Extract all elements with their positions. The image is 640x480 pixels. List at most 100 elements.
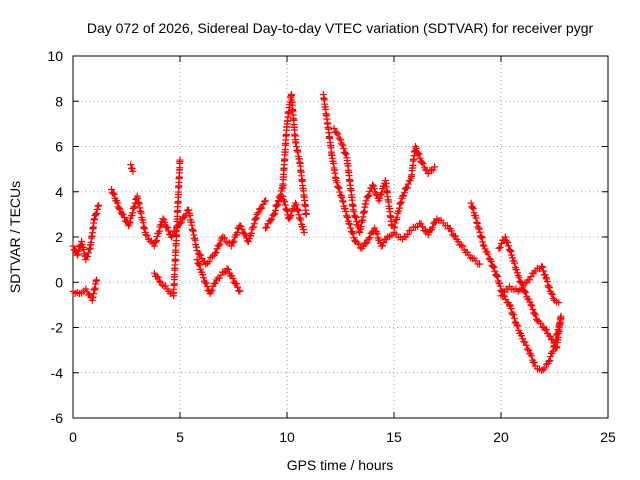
data-point	[235, 287, 243, 295]
data-point	[287, 212, 295, 220]
data-point	[115, 204, 123, 212]
data-point	[545, 357, 553, 365]
data-point	[300, 228, 308, 236]
data-point	[376, 194, 384, 202]
data-point	[415, 150, 423, 158]
data-point	[342, 150, 350, 158]
data-point	[528, 302, 536, 310]
data-point	[549, 347, 557, 355]
data-point	[154, 273, 162, 281]
data-point	[543, 277, 551, 285]
data-point	[506, 246, 514, 254]
data-point	[158, 281, 166, 289]
data-point	[537, 319, 545, 327]
data-point	[129, 167, 137, 175]
data-point	[351, 213, 359, 221]
data-point	[541, 364, 549, 372]
data-point	[95, 201, 103, 209]
data-point	[93, 205, 101, 213]
data-point	[397, 199, 405, 207]
data-point	[330, 124, 338, 132]
data-point	[349, 229, 357, 237]
data-point	[222, 238, 230, 246]
data-point	[227, 242, 235, 250]
data-point	[339, 198, 347, 206]
data-point	[528, 352, 536, 360]
data-point	[478, 234, 486, 242]
data-point	[549, 295, 557, 303]
data-point	[129, 209, 137, 217]
data-point	[479, 241, 487, 249]
data-point	[335, 184, 343, 192]
data-point	[211, 279, 219, 287]
data-point	[362, 239, 370, 247]
data-point	[522, 288, 530, 296]
data-point	[539, 267, 547, 275]
data-point	[548, 349, 556, 357]
data-point	[253, 210, 261, 218]
data-point	[278, 184, 286, 192]
data-point	[396, 200, 404, 208]
data-point	[530, 358, 538, 366]
y-axis-label: SDTVAR / TECUs	[7, 181, 23, 293]
data-point	[295, 211, 303, 219]
data-point	[131, 203, 139, 211]
data-point	[412, 144, 420, 152]
data-point	[171, 228, 179, 236]
data-point	[177, 218, 185, 226]
data-point	[347, 224, 355, 232]
data-point	[557, 312, 565, 320]
data-point	[539, 263, 547, 271]
data-point	[349, 206, 357, 214]
data-point	[236, 287, 244, 295]
data-point	[252, 215, 260, 223]
x-tick-label: 25	[600, 429, 616, 445]
data-point	[476, 260, 484, 268]
data-point	[459, 242, 467, 250]
data-point	[262, 197, 270, 205]
data-point	[507, 305, 515, 313]
data-point	[247, 229, 255, 237]
data-point	[510, 314, 518, 322]
data-point	[343, 213, 351, 221]
data-point	[493, 273, 501, 281]
data-point	[529, 305, 537, 313]
chart-title: Day 072 of 2026, Sidereal Day-to-day VTE…	[87, 20, 594, 36]
data-point	[236, 222, 244, 230]
data-point	[229, 238, 237, 246]
data-point	[232, 280, 240, 288]
data-point	[391, 223, 399, 231]
data-point	[468, 203, 476, 211]
data-point	[181, 213, 189, 221]
data-point	[162, 282, 170, 290]
data-point	[476, 228, 484, 236]
data-point	[272, 206, 280, 214]
data-point	[508, 254, 516, 262]
data-point	[555, 299, 563, 307]
data-point	[521, 338, 529, 346]
data-point	[294, 207, 302, 215]
data-point	[393, 214, 401, 222]
data-point	[457, 241, 465, 249]
data-point	[229, 274, 237, 282]
data-point	[501, 233, 509, 241]
x-tick-label: 10	[279, 429, 295, 445]
data-point	[219, 233, 227, 241]
data-point	[223, 265, 231, 273]
data-point	[297, 216, 305, 224]
data-point	[93, 276, 101, 284]
data-point	[125, 220, 133, 228]
data-point	[203, 259, 211, 267]
data-point	[108, 185, 116, 193]
data-point	[126, 218, 134, 226]
data-point	[411, 143, 419, 150]
data-point	[473, 218, 481, 226]
data-point	[484, 250, 492, 258]
data-point	[507, 247, 515, 255]
data-point	[334, 130, 342, 138]
data-point	[370, 185, 378, 193]
data-point	[241, 230, 249, 238]
data-point	[390, 224, 398, 232]
data-point	[333, 178, 341, 186]
data-point	[344, 214, 352, 222]
